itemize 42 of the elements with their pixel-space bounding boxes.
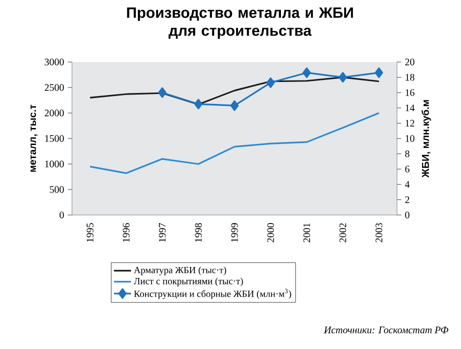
point: [230, 100, 239, 111]
x-tick-label: 1997: [158, 223, 166, 242]
y2-tick-label: 18: [406, 74, 414, 81]
y-tick-label: 2000: [44, 110, 64, 116]
x-tick-label: 1996: [122, 223, 130, 242]
y-tick-label: 2500: [44, 84, 64, 91]
y2-tick-label: 20: [405, 58, 414, 66]
y2-tick-label: 8: [405, 150, 410, 158]
x-tick-label: 1998: [195, 223, 202, 242]
y2-tick-label: 10: [406, 135, 414, 142]
y-tick-label: 1500: [45, 135, 64, 142]
y2-tick-label: 12: [406, 120, 414, 126]
x-tick-label: 2002: [339, 223, 346, 242]
y-tick-label: 3000: [44, 58, 64, 66]
line-series: [89, 112, 380, 174]
text: Источники: Госкомстат РФ: [324, 326, 448, 334]
point: [194, 98, 203, 110]
x-tick-label: 1995: [86, 223, 94, 242]
legend-label: Конструкции и сборные ЖБИ (млн·м$^{3}$): [134, 288, 292, 299]
chart-title: Производство металла и ЖБИ для строительства: [127, 8, 353, 39]
legend-label: Лист с покрытиями (тыс·т): [134, 278, 243, 286]
legend-label: Арматура ЖБИ (тыс·т): [134, 266, 226, 276]
y-axis-title: металл, тыс.т: [30, 104, 38, 172]
y2-tick-label: 16: [406, 89, 414, 96]
x-tick-label: 2000: [267, 223, 274, 242]
y2-tick-label: 0: [405, 212, 410, 218]
point: [374, 67, 384, 78]
y2-tick-label: 14: [406, 104, 415, 112]
point: [158, 87, 166, 98]
point: [266, 77, 275, 88]
x-tick-label: 1999: [231, 223, 238, 242]
y-tick-label: 0: [60, 212, 64, 218]
y2-tick-label: 2: [405, 196, 410, 203]
y-tick-label: 500: [50, 186, 64, 193]
y2-axis-title: ЖБИ, млн.куб.м: [422, 100, 431, 178]
point: [338, 72, 347, 83]
point: [302, 67, 311, 78]
y-tick-label: 1000: [45, 160, 64, 168]
x-tick-label: 2003: [376, 223, 382, 242]
y2-tick-label: 6: [405, 166, 410, 172]
y2-tick-label: 4: [404, 181, 410, 188]
x-tick-label: 2001: [303, 223, 310, 242]
